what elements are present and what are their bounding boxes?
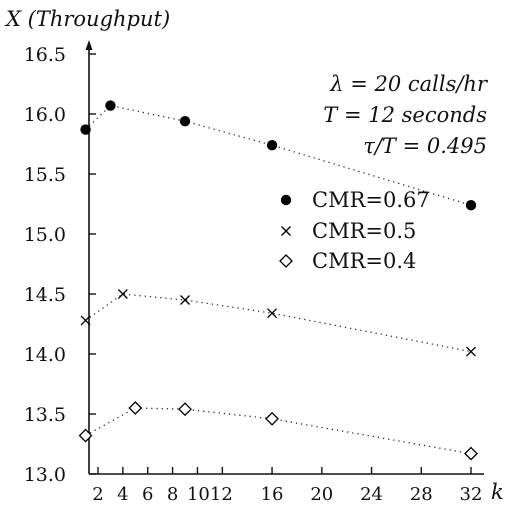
legend-label: CMR=0.4 [312,249,416,273]
x-tick-label: 6 [142,484,153,505]
x-tick-label: 20 [310,484,333,505]
diamond-marker [265,411,279,426]
legend-filled-circle-marker [280,194,292,206]
y-tick-label: 13.5 [24,404,66,426]
x-ticks: 2 4 6 8 1012 16 20 24 28 32 [92,467,482,505]
y-axis-arrow [85,40,93,50]
series-line [85,293,472,353]
filled-circle-marker [465,200,477,211]
x-tick-label: 32 [460,484,483,505]
cross-marker [117,289,128,299]
filled-circle-marker [80,124,91,135]
y-axis-label-var: X [4,7,28,31]
y-tick-label: 16.0 [24,104,66,126]
x-tick-label: 4 [117,484,128,505]
annotation-t: T = 12 seconds [323,103,487,127]
legend-cross-marker [281,226,291,236]
y-ticks: 13.0 13.5 14.0 14.5 15.0 15.5 16.0 16.5 [24,44,96,486]
series-line [85,407,472,455]
y-tick-label: 14.0 [24,344,66,366]
annotation-tau: τ/T = 0.495 [363,134,487,158]
x-tick-label: 24 [360,484,383,505]
x-axis-label: k [491,480,504,504]
cross-marker [180,295,190,305]
filled-circle-marker [105,100,116,111]
diamond-marker [78,428,93,443]
legend: CMR=0.67 CMR=0.5 CMR=0.4 [279,188,430,273]
x-tick-label: 1012 [187,484,233,505]
legend-label: CMR=0.67 [312,188,430,212]
diamond-marker [178,402,192,417]
y-axis-label: X (Throughput) [4,7,170,31]
x-tick-label: 28 [410,484,433,505]
cross-marker [466,346,476,357]
filled-circle-marker [179,116,191,127]
legend-diamond-marker [279,254,293,268]
data-markers [78,100,478,461]
y-tick-label: 16.5 [24,44,66,66]
x-tick-label: 16 [261,484,284,505]
annotation-lambda: λ = 20 calls/hr [329,72,489,96]
parameter-annotations: λ = 20 calls/hr T = 12 seconds τ/T = 0.4… [323,72,489,158]
legend-label: CMR=0.5 [312,219,416,243]
y-tick-label: 13.0 [24,464,66,486]
y-tick-label: 15.0 [24,224,66,246]
diamond-marker [464,446,478,461]
filled-circle-marker [266,140,278,151]
y-axis-label-desc: (Throughput) [28,7,171,31]
x-tick-label: 2 [92,484,103,505]
y-tick-label: 15.5 [24,164,66,186]
cross-marker [80,315,91,326]
y-tick-label: 14.5 [24,284,66,306]
diamond-marker [128,401,143,415]
x-tick-label: 8 [167,484,178,505]
cross-marker [267,308,278,319]
